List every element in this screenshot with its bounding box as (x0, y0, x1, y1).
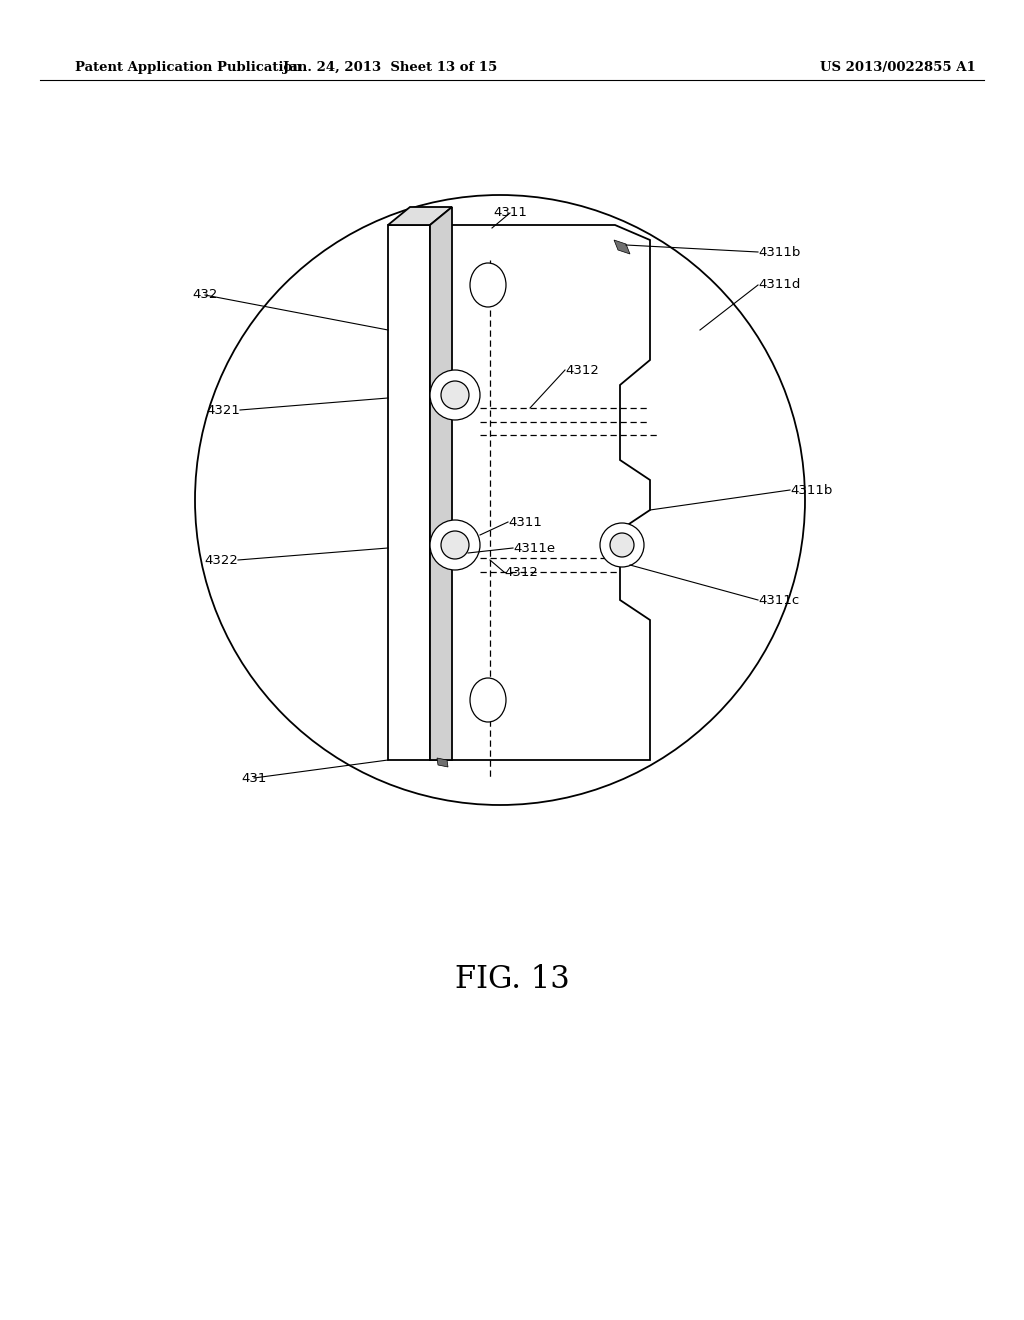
Text: 432: 432 (193, 289, 218, 301)
Text: Patent Application Publication: Patent Application Publication (75, 62, 302, 74)
Polygon shape (388, 207, 452, 224)
Ellipse shape (470, 263, 506, 308)
Text: 4312: 4312 (565, 363, 599, 376)
Text: 431: 431 (242, 771, 266, 784)
Text: 4311d: 4311d (758, 279, 801, 292)
Polygon shape (388, 224, 430, 760)
Text: 4311e: 4311e (513, 541, 555, 554)
Text: US 2013/0022855 A1: US 2013/0022855 A1 (820, 62, 976, 74)
Polygon shape (430, 207, 452, 760)
Polygon shape (430, 224, 650, 760)
Circle shape (430, 520, 480, 570)
Circle shape (441, 381, 469, 409)
Ellipse shape (470, 678, 506, 722)
Circle shape (600, 523, 644, 568)
Text: 4311: 4311 (494, 206, 527, 219)
Text: 4311b: 4311b (790, 483, 833, 496)
Polygon shape (437, 758, 449, 767)
Circle shape (610, 533, 634, 557)
Text: Jan. 24, 2013  Sheet 13 of 15: Jan. 24, 2013 Sheet 13 of 15 (283, 62, 497, 74)
Text: 4322: 4322 (204, 553, 238, 566)
Text: 4311: 4311 (508, 516, 542, 528)
Text: 4311c: 4311c (758, 594, 800, 606)
Polygon shape (614, 240, 630, 253)
Text: 4312: 4312 (504, 565, 538, 578)
Circle shape (441, 531, 469, 558)
Text: 4311b: 4311b (758, 246, 801, 259)
Text: FIG. 13: FIG. 13 (455, 965, 569, 995)
Circle shape (430, 370, 480, 420)
Text: 4321: 4321 (206, 404, 240, 417)
